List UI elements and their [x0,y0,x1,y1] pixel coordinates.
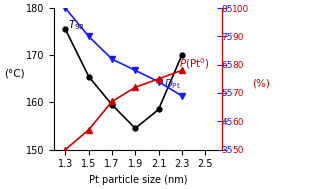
Y-axis label: (%): (%) [252,79,270,89]
Y-axis label: (°C): (°C) [4,69,25,79]
X-axis label: Pt particle size (nm): Pt particle size (nm) [89,175,188,185]
Text: $T_{98}$: $T_{98}$ [68,18,85,32]
Text: $P(\mathrm{Pt}^0)$: $P(\mathrm{Pt}^0)$ [179,56,210,71]
Text: $D_{\mathrm{Pt}}$: $D_{\mathrm{Pt}}$ [164,77,181,91]
